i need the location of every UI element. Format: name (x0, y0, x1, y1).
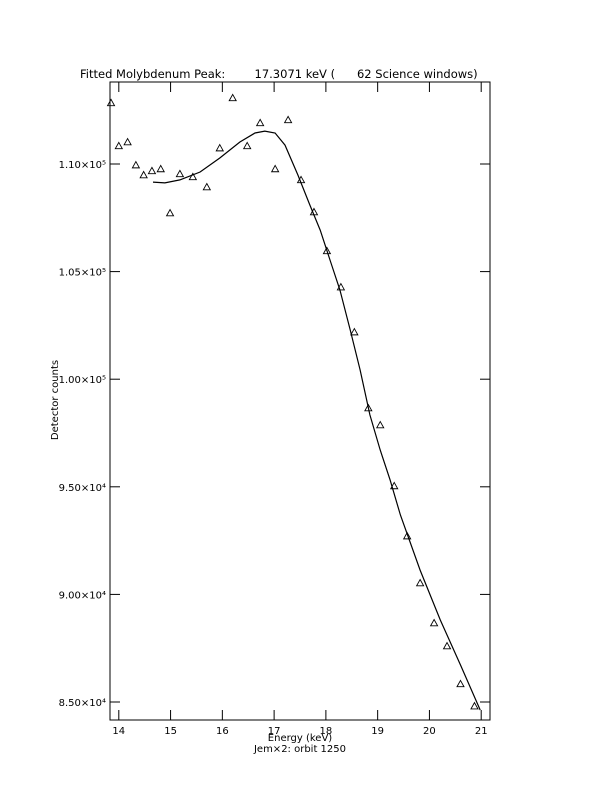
x-tick-label: 17 (268, 726, 281, 737)
fit-line (152, 130, 481, 711)
data-point (228, 93, 237, 102)
data-point (283, 115, 293, 124)
data-point (389, 481, 399, 490)
data-point (456, 679, 465, 688)
data-point (242, 141, 252, 150)
data-point (415, 578, 425, 587)
x-tick-label: 21 (475, 726, 488, 737)
data-point (270, 164, 280, 173)
data-point (429, 618, 439, 627)
data-point (139, 170, 148, 179)
x-tick-label: 14 (112, 726, 125, 737)
chart-title: Fitted Molybdenum Peak: 17.3071 keV ( 62… (80, 67, 478, 81)
y-tick-label: 9.50×10⁴ (59, 483, 106, 494)
x-tick-label: 18 (320, 726, 333, 737)
data-point (442, 641, 452, 650)
data-point (114, 141, 124, 150)
x-tick-label: 20 (423, 726, 436, 737)
y-tick-label: 1.00×10⁵ (59, 375, 106, 386)
data-point (322, 246, 332, 255)
data-point (106, 98, 116, 107)
y-axis-label: Detector counts (50, 360, 61, 440)
data-point (175, 169, 185, 178)
subtitle: Jem×2: orbit 1250 (253, 744, 346, 755)
y-tick-label: 9.00×10⁴ (59, 590, 106, 601)
x-tick-label: 15 (164, 726, 177, 737)
data-point (156, 164, 166, 173)
data-point (188, 172, 198, 181)
x-tick-label: 19 (371, 726, 384, 737)
data-point (350, 327, 359, 336)
data-point (364, 403, 373, 412)
data-point (375, 420, 385, 429)
data-point (215, 143, 225, 152)
data-point (165, 208, 175, 217)
data-point (202, 182, 212, 191)
data-point (255, 118, 265, 127)
y-tick-label: 1.10×10⁵ (59, 160, 106, 171)
data-point (402, 531, 412, 540)
data-point (470, 701, 479, 710)
data-point (131, 160, 141, 169)
y-tick-label: 8.50×10⁴ (59, 698, 106, 709)
data-point (147, 166, 157, 175)
plot-frame (109, 81, 491, 721)
x-axis-label: Energy (keV) (268, 733, 333, 744)
x-tick-label: 16 (216, 726, 229, 737)
y-tick-label: 1.05×10⁵ (59, 268, 106, 279)
data-point (123, 137, 132, 146)
